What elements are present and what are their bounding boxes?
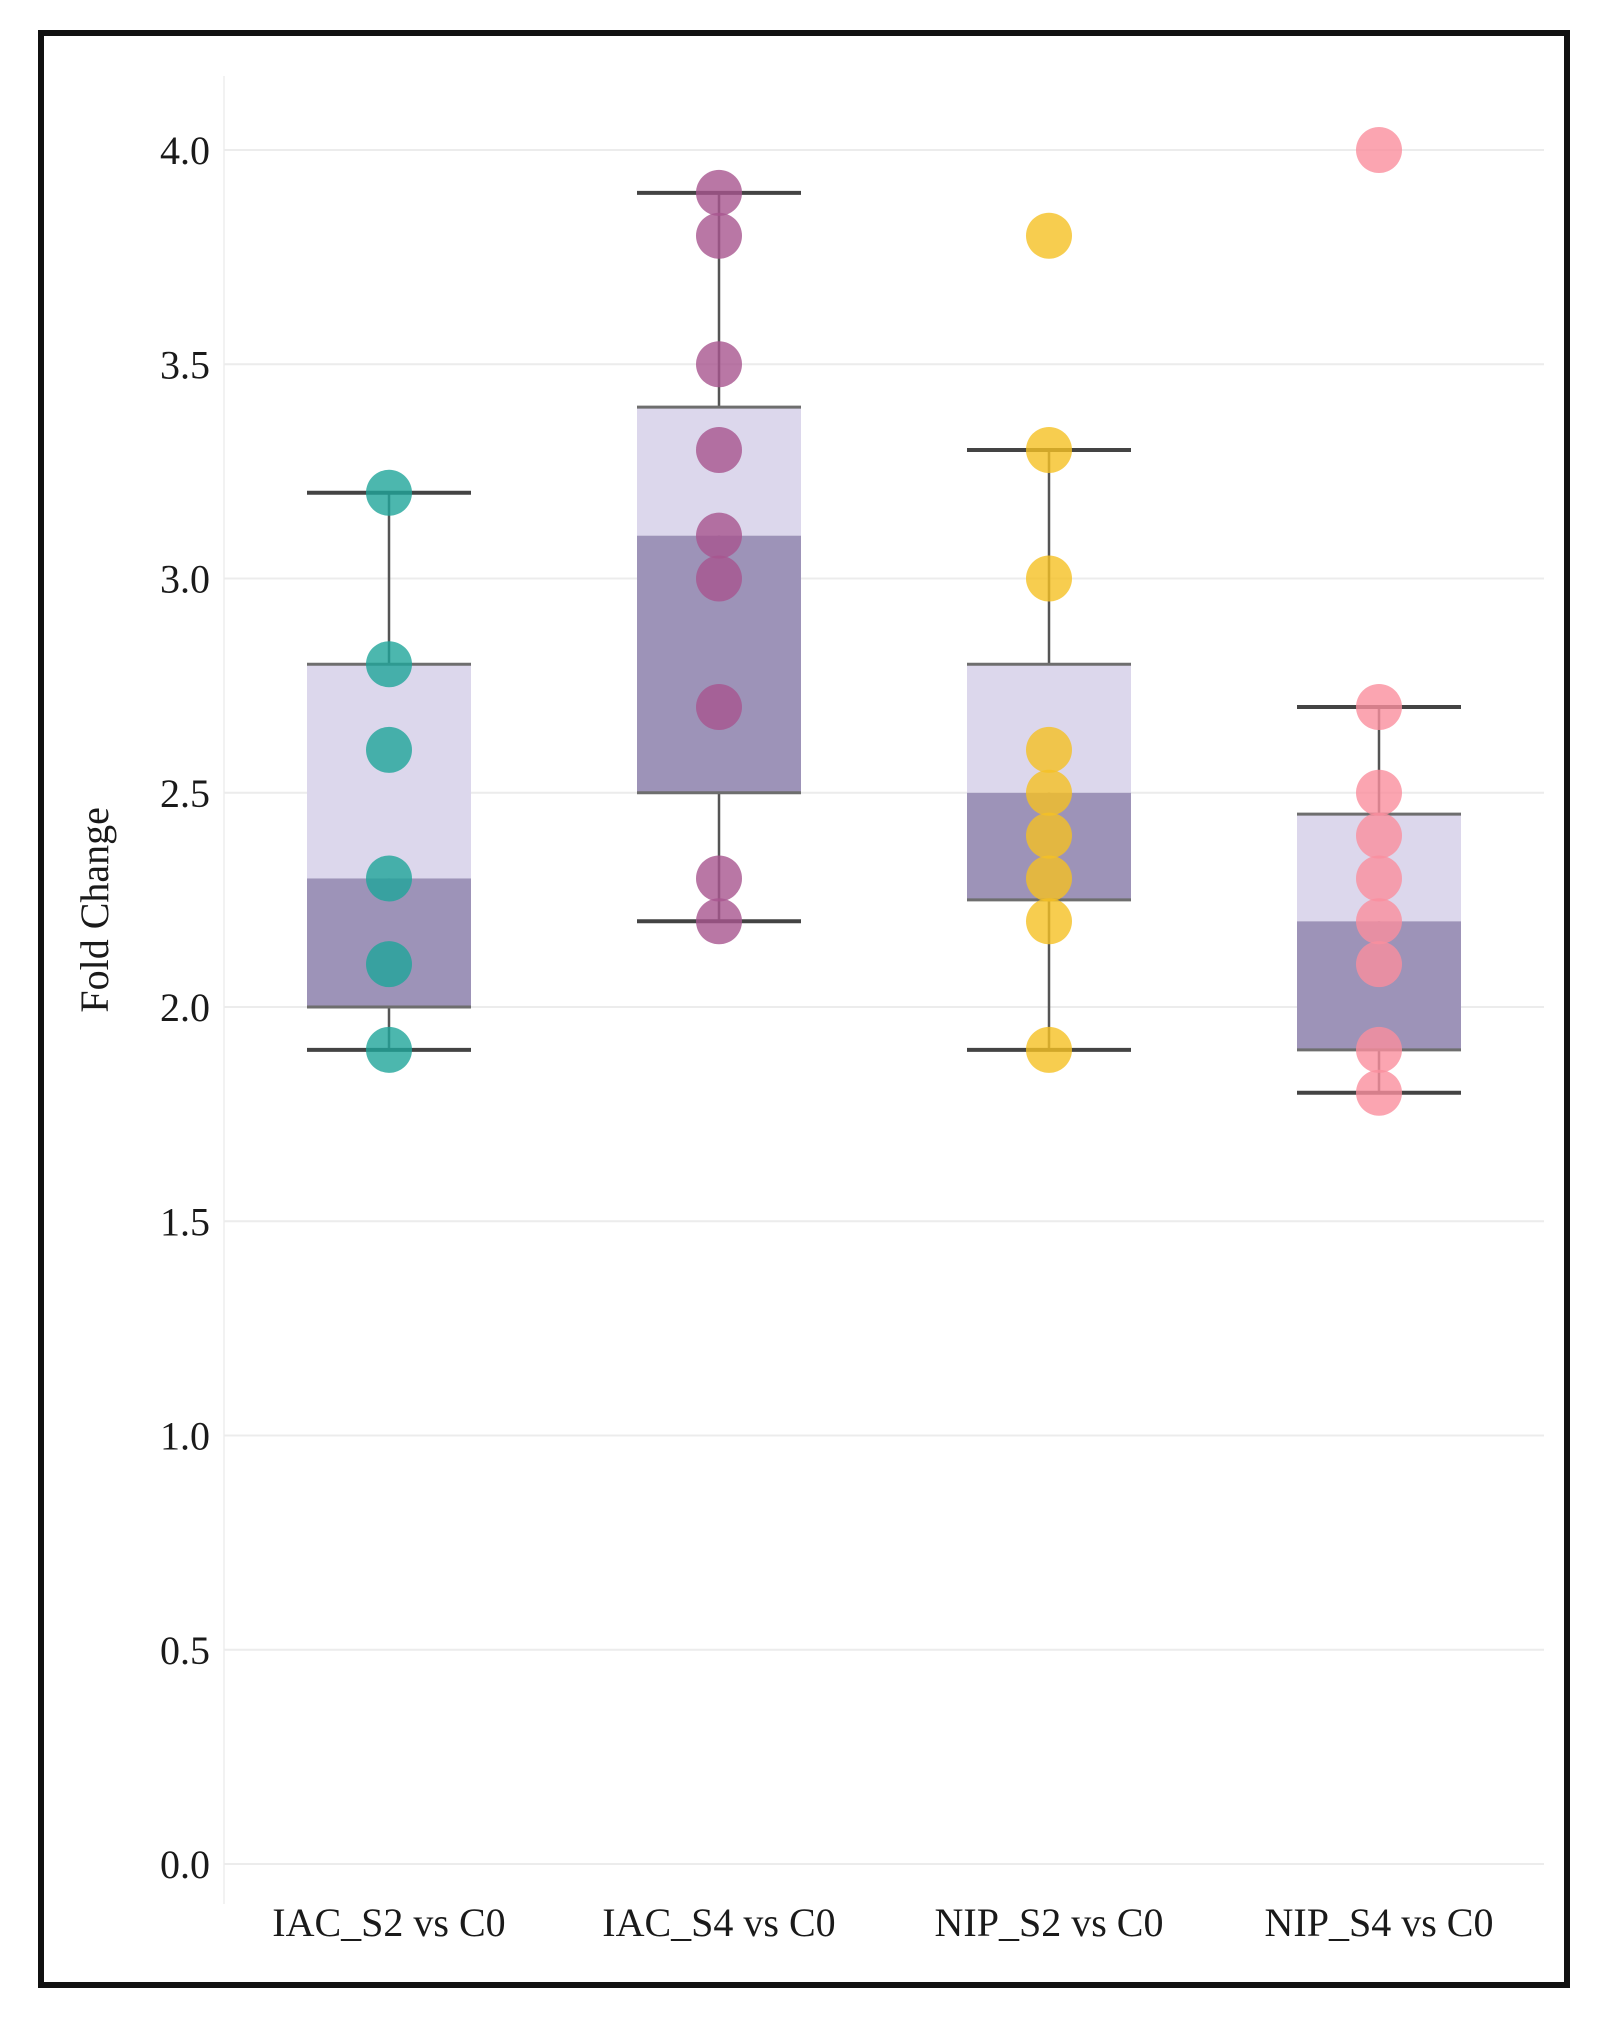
data-point: [1356, 812, 1402, 859]
boxes: [307, 190, 1461, 1095]
data-point: [1026, 555, 1072, 602]
data-point: [1026, 1026, 1072, 1073]
data-point: [696, 855, 742, 902]
data-point: [366, 1026, 412, 1073]
y-tick-label: 1.0: [160, 1414, 210, 1459]
data-point: [1356, 1069, 1402, 1116]
y-tick-label: 0.5: [160, 1628, 210, 1673]
data-point: [696, 426, 742, 473]
y-tick-label: 2.5: [160, 771, 210, 816]
data-point: [696, 212, 742, 259]
data-point: [1026, 769, 1072, 816]
data-point: [1356, 769, 1402, 816]
y-tick-label: 0.0: [160, 1842, 210, 1887]
y-axis-ticks: 0.0 0.5 1.0 1.5 2.0 2.5 3.0 3.5 4.0: [160, 128, 210, 1887]
box-plot-chart: 0.0 0.5 1.0 1.5 2.0 2.5 3.0 3.5 4.0 IAC_S2 vs C0…: [72, 76, 1544, 1945]
data-point: [366, 726, 412, 773]
data-point: [1026, 898, 1072, 945]
y-tick-label: 1.5: [160, 1199, 210, 1244]
data-point: [696, 555, 742, 602]
y-tick-label: 4.0: [160, 128, 210, 173]
data-point: [1026, 212, 1072, 259]
data-point: [696, 169, 742, 216]
data-points: [366, 127, 1402, 1116]
y-tick-label: 2.0: [160, 985, 210, 1030]
x-axis-ticks: IAC_S2 vs C0 IAC_S4 vs C0 NIP_S2 vs C0 NIP_…: [272, 1900, 1493, 1945]
data-point: [1356, 127, 1402, 173]
data-point: [1356, 898, 1402, 945]
data-point: [1356, 855, 1402, 902]
data-point: [1356, 684, 1402, 731]
data-point: [696, 512, 742, 559]
data-point: [1026, 726, 1072, 773]
data-point: [366, 469, 412, 516]
data-point: [696, 684, 742, 731]
data-point: [1026, 812, 1072, 859]
x-tick-label: IAC_S4 vs C0: [602, 1900, 835, 1945]
data-point: [696, 341, 742, 388]
data-point: [366, 641, 412, 688]
data-point: [1356, 941, 1402, 988]
x-tick-label: NIP_S2 vs C0: [935, 1900, 1164, 1945]
data-point: [366, 855, 412, 902]
x-tick-label: NIP_S4 vs C0: [1265, 1900, 1494, 1945]
data-point: [696, 898, 742, 945]
data-point: [1026, 426, 1072, 473]
y-tick-label: 3.0: [160, 557, 210, 602]
y-tick-label: 3.5: [160, 342, 210, 387]
data-point: [1026, 855, 1072, 902]
data-point: [1356, 1026, 1402, 1073]
chart-frame: 0.0 0.5 1.0 1.5 2.0 2.5 3.0 3.5 4.0 IAC_S2 vs C0…: [38, 30, 1570, 1988]
x-tick-label: IAC_S2 vs C0: [272, 1900, 505, 1945]
y-axis-label: Fold Change: [72, 807, 117, 1013]
data-point: [366, 941, 412, 988]
